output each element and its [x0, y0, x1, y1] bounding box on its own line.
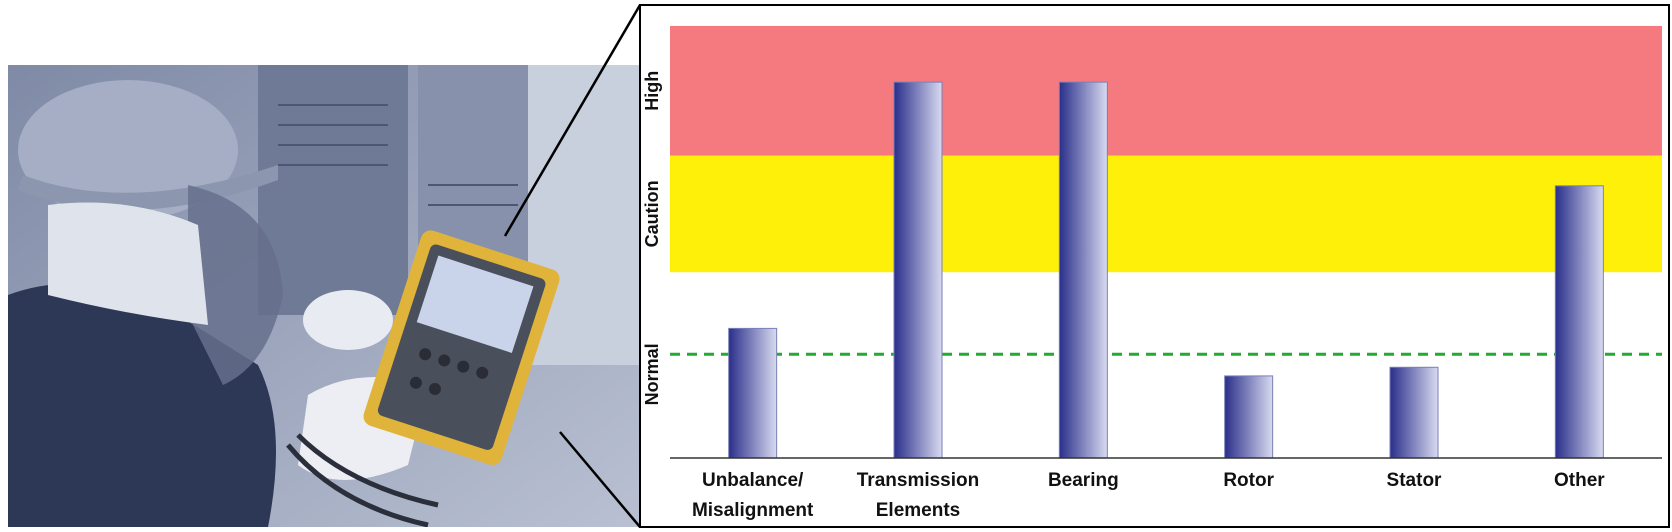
bar-2	[893, 81, 943, 459]
category-label-3: Bearing	[1048, 470, 1119, 491]
category-label-1-line-2: Misalignment	[692, 500, 814, 521]
bar-6	[1554, 185, 1604, 459]
callout-line-bottom	[559, 431, 641, 528]
zone-band-normal	[670, 272, 1662, 458]
helmet-shape	[18, 80, 238, 220]
zone-band-high	[670, 25, 1662, 156]
category-label-6: Other	[1554, 470, 1605, 491]
power-analyzer-device	[363, 230, 560, 465]
category-label-4: Rotor	[1223, 470, 1274, 491]
bar-3	[1058, 81, 1108, 459]
category-label-1-line-1: Unbalance/	[702, 470, 804, 491]
callout-line-top	[503, 4, 642, 237]
face-cover	[48, 202, 208, 325]
category-label-2-line-1: Transmission	[857, 470, 980, 491]
glove-left	[303, 290, 393, 350]
bar-5	[1389, 366, 1439, 459]
zone-band-caution	[670, 155, 1662, 273]
zone-label-normal: Normal	[642, 343, 662, 405]
bar-4	[1224, 375, 1274, 459]
zone-label-caution: Caution	[642, 180, 662, 247]
cabinet-shape	[258, 65, 408, 315]
face-shield	[188, 185, 283, 385]
category-label-5: Stator	[1387, 470, 1443, 491]
bar-1	[728, 327, 778, 459]
chart-frame	[639, 4, 1670, 528]
technician-photo	[8, 65, 640, 527]
category-label-2-line-2: Elements	[876, 500, 960, 521]
zone-label-high: High	[642, 71, 662, 111]
